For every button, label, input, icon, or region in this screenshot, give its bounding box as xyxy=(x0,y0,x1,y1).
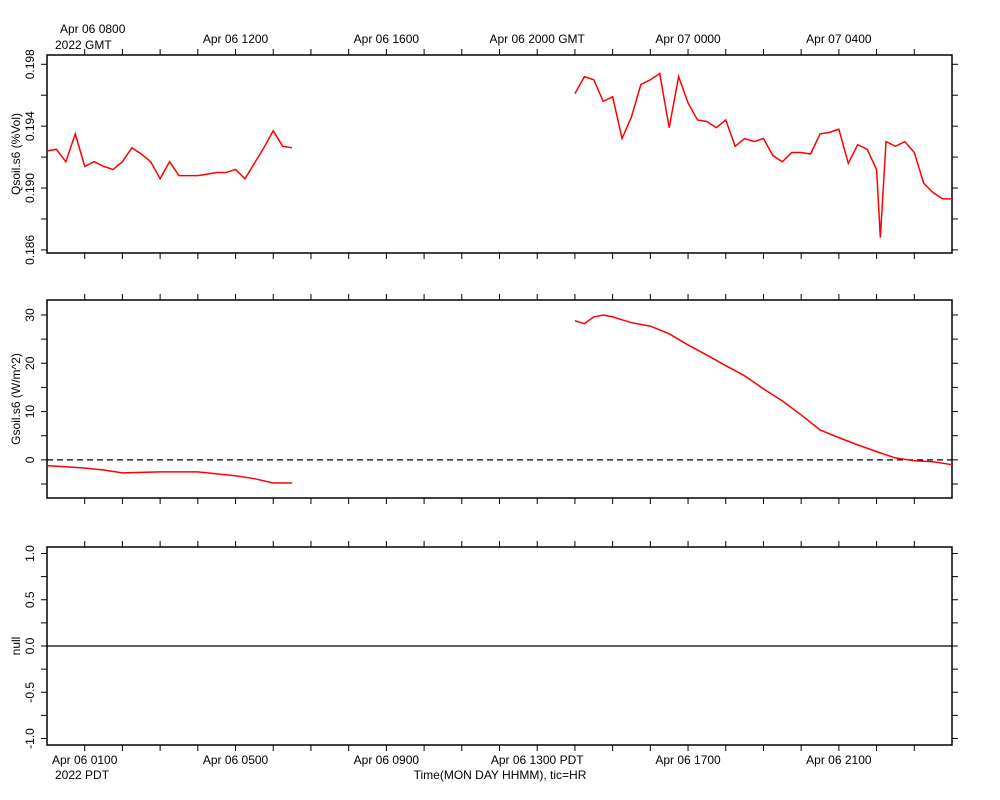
x2-tick-label: Apr 06 1200 xyxy=(203,32,269,46)
data-line xyxy=(46,72,952,238)
y-axis-label: null xyxy=(9,637,23,656)
y-tick-label: 20 xyxy=(23,356,37,370)
y-axis-label: Qsoil.s6 (%Vol) xyxy=(9,113,23,195)
x-tick-label: Apr 06 0900 xyxy=(354,753,420,767)
x2-tick-label: Apr 06 0800 xyxy=(60,22,126,36)
x-note: 2022 PDT xyxy=(55,768,110,782)
y-tick-label: -0.5 xyxy=(23,682,37,703)
x-axis-label: Time(MON DAY HHMM), tic=HR xyxy=(414,768,587,782)
y-tick-label: 10 xyxy=(23,405,37,419)
x-tick-label: Apr 06 1300 PDT xyxy=(491,753,584,767)
y-tick-label: 0.0 xyxy=(23,637,37,654)
x2-tick-label: Apr 06 2000 GMT xyxy=(490,32,586,46)
x-tick-label: Apr 06 1700 xyxy=(655,753,721,767)
y-tick-label: 0 xyxy=(23,456,37,463)
data-line xyxy=(46,314,953,484)
y-axis-label: Gsoil.s6 (W/m^2) xyxy=(9,353,23,445)
x2-tick-label: Apr 07 0400 xyxy=(806,32,872,46)
x-tick-label: Apr 06 0500 xyxy=(203,753,269,767)
y-tick-label: 0.198 xyxy=(23,49,37,79)
y-tick-label: 0.190 xyxy=(23,173,37,203)
y-tick-label: 30 xyxy=(23,308,37,322)
y-tick-label: 1.0 xyxy=(23,545,37,562)
plot-frame xyxy=(46,54,953,254)
x-tick-label: Apr 06 0100 xyxy=(52,753,118,767)
plot-frame xyxy=(46,299,953,499)
y-tick-label: -1.0 xyxy=(23,728,37,749)
x2-tick-label: Apr 07 0000 xyxy=(655,32,721,46)
y-tick-label: 0.5 xyxy=(23,591,37,608)
y-tick-label: 0.194 xyxy=(23,111,37,141)
y-tick-label: 0.186 xyxy=(23,235,37,265)
x2-note: 2022 GMT xyxy=(55,38,112,52)
x2-tick-label: Apr 06 1600 xyxy=(354,32,420,46)
x-tick-label: Apr 06 2100 xyxy=(806,753,872,767)
